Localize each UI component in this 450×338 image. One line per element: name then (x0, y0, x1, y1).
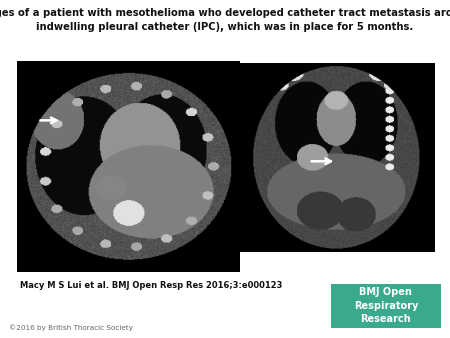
Text: BMJ Open
Respiratory
Research: BMJ Open Respiratory Research (354, 287, 418, 324)
FancyBboxPatch shape (331, 284, 441, 328)
Text: CT images of a patient with mesothelioma who developed catheter tract metastasis: CT images of a patient with mesothelioma… (0, 8, 450, 32)
Text: ©2016 by British Thoracic Society: ©2016 by British Thoracic Society (9, 324, 133, 331)
Text: Macy M S Lui et al. BMJ Open Resp Res 2016;3:e000123: Macy M S Lui et al. BMJ Open Resp Res 20… (20, 281, 283, 290)
